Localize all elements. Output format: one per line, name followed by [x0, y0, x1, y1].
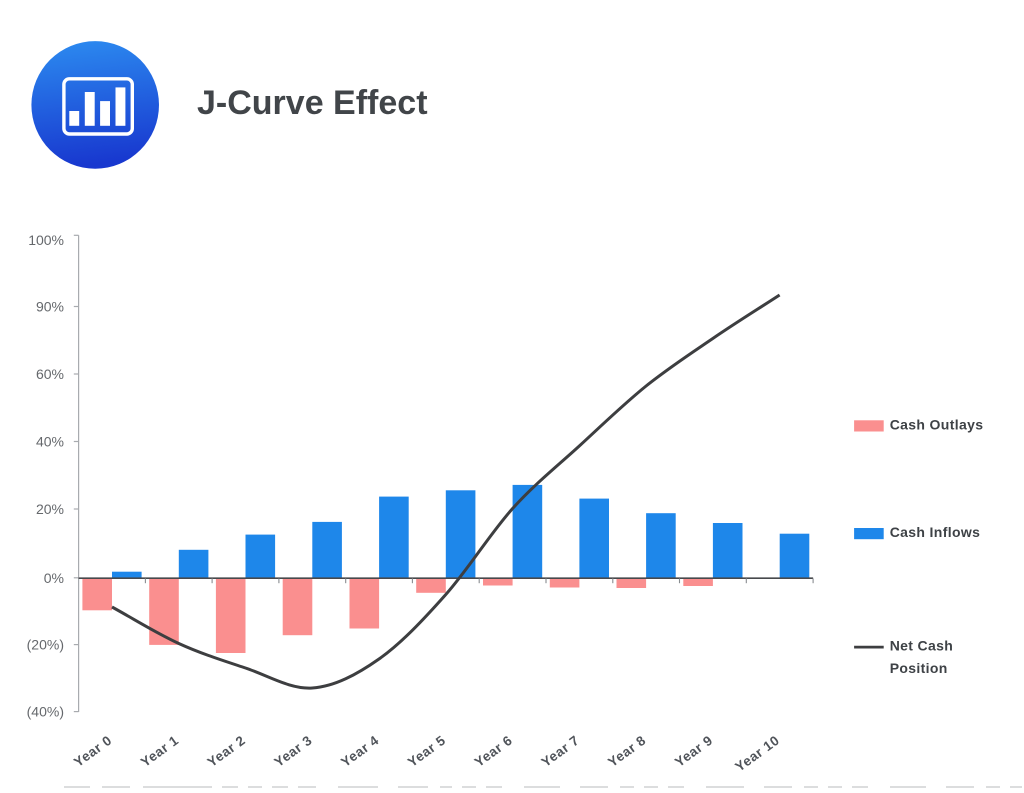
svg-text:Year 9: Year 9 [672, 733, 715, 770]
svg-text:Year 10: Year 10 [732, 733, 782, 775]
svg-text:Year 3: Year 3 [271, 733, 314, 770]
svg-text:Year 5: Year 5 [405, 733, 448, 770]
svg-text:100%: 100% [28, 232, 64, 248]
svg-text:Year 4: Year 4 [338, 733, 381, 770]
svg-text:Year 8: Year 8 [605, 733, 648, 770]
svg-text:40%: 40% [36, 434, 64, 450]
svg-text:60%: 60% [36, 366, 64, 382]
svg-text:0%: 0% [44, 570, 64, 586]
svg-text:Year 2: Year 2 [205, 733, 248, 770]
svg-text:Year 1: Year 1 [138, 733, 181, 770]
svg-text:Year 0: Year 0 [71, 733, 114, 770]
svg-text:20%: 20% [36, 501, 64, 517]
svg-text:90%: 90% [36, 299, 64, 315]
svg-text:Position: Position [890, 660, 948, 676]
svg-text:Cash Inflows: Cash Inflows [890, 524, 981, 540]
svg-text:Net Cash: Net Cash [890, 638, 953, 654]
svg-text:(40%): (40%) [27, 704, 64, 720]
svg-text:J-Curve Effect: J-Curve Effect [197, 84, 428, 122]
svg-text:Cash Outlays: Cash Outlays [890, 417, 984, 433]
svg-text:Year 7: Year 7 [539, 733, 582, 770]
svg-text:(20%): (20%) [27, 637, 64, 653]
svg-text:Year 6: Year 6 [472, 733, 515, 770]
